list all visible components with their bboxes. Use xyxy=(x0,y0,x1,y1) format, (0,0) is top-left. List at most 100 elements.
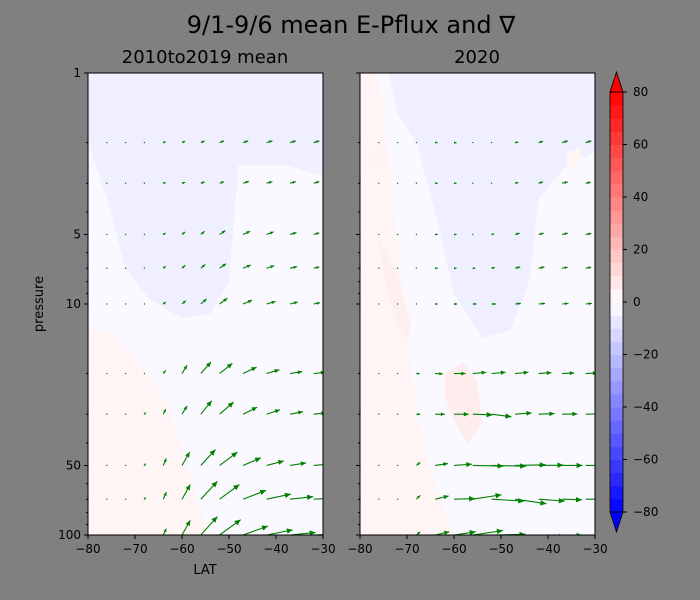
flux-arrow xyxy=(491,302,497,306)
flux-arrow xyxy=(219,140,225,144)
contour-region xyxy=(444,363,483,444)
flux-arrow xyxy=(124,141,127,144)
flux-arrow xyxy=(162,458,167,466)
colorbar-step xyxy=(610,354,623,369)
colorbar-step xyxy=(610,446,623,460)
flux-arrow xyxy=(124,182,127,184)
colorbar-step xyxy=(610,367,623,382)
x-tick-label: −70 xyxy=(122,542,147,556)
y-tick-label: 100 xyxy=(58,528,81,542)
flux-arrow xyxy=(266,459,285,466)
colorbar-step xyxy=(610,459,623,474)
x-tick-label: −80 xyxy=(75,542,100,556)
colorbar-step xyxy=(610,302,623,316)
flux-arrow xyxy=(313,464,323,467)
flux-arrow xyxy=(200,449,216,466)
flux-arrow xyxy=(266,492,292,500)
flux-arrow xyxy=(124,464,127,467)
flux-arrow xyxy=(472,492,502,500)
flux-arrow xyxy=(514,266,521,270)
flux-arrow xyxy=(162,265,167,269)
flux-arrow xyxy=(585,140,592,144)
flux-arrow xyxy=(313,140,320,144)
flux-arrow xyxy=(143,141,146,144)
flux-arrow xyxy=(378,267,380,269)
colorbar-tick-label: −80 xyxy=(633,505,658,519)
x-tick-label: −70 xyxy=(394,542,419,556)
flux-arrow xyxy=(538,232,544,236)
flux-arrow xyxy=(396,267,399,269)
flux-arrow xyxy=(490,182,493,184)
flux-arrow xyxy=(416,372,420,375)
colorbar-tick-label: 40 xyxy=(633,190,648,204)
flux-arrow xyxy=(289,181,297,184)
flux-arrow xyxy=(266,140,273,144)
colorbar-step xyxy=(610,92,623,106)
x-tick-label: −50 xyxy=(488,542,513,556)
flux-arrow xyxy=(242,489,267,500)
flux-arrow xyxy=(416,461,421,466)
colorbar-step xyxy=(610,315,623,329)
x-tick-label: −60 xyxy=(441,542,466,556)
flux-arrow xyxy=(415,182,418,184)
flux-arrow xyxy=(454,411,469,417)
flux-arrow xyxy=(396,182,399,184)
flux-arrow xyxy=(124,372,127,375)
flux-arrow xyxy=(491,233,495,236)
flux-arrow xyxy=(106,141,108,144)
y-tick-label: 50 xyxy=(66,458,81,472)
flux-arrow xyxy=(219,181,225,184)
colorbar-step xyxy=(610,472,623,487)
flux-arrow xyxy=(313,498,323,500)
flux-arrow xyxy=(435,141,438,144)
flux-arrow xyxy=(585,266,592,270)
flux-arrow xyxy=(143,372,146,375)
colorbar-step xyxy=(610,262,623,277)
flux-arrow xyxy=(453,141,457,144)
flux-arrow xyxy=(181,520,191,535)
colorbar-step xyxy=(610,393,623,408)
flux-arrow xyxy=(143,233,146,236)
flux-arrow xyxy=(106,303,108,305)
flux-arrow xyxy=(562,266,568,270)
flux-arrow xyxy=(162,301,167,305)
flux-arrow xyxy=(289,301,298,305)
x-tick-label: −50 xyxy=(216,542,241,556)
flux-arrow xyxy=(396,303,399,305)
flux-arrow xyxy=(585,371,595,376)
flux-arrow xyxy=(378,182,380,184)
flux-arrow xyxy=(242,406,258,415)
flux-arrow xyxy=(538,266,545,270)
flux-arrow xyxy=(435,267,438,270)
flux-arrow xyxy=(515,370,529,375)
colorbar-step xyxy=(610,131,623,145)
flux-arrow xyxy=(515,302,521,306)
flux-arrow xyxy=(143,463,147,467)
flux-arrow xyxy=(219,230,226,235)
flux-arrow xyxy=(106,267,108,269)
flux-arrow xyxy=(181,484,191,500)
flux-arrow xyxy=(538,370,552,375)
flux-arrow xyxy=(515,534,542,535)
flux-arrow xyxy=(289,265,298,269)
flux-arrow xyxy=(124,498,127,500)
flux-arrow xyxy=(266,369,280,375)
flux-arrow xyxy=(435,495,449,500)
flux-arrow xyxy=(313,232,320,236)
flux-arrow xyxy=(219,451,238,466)
flux-arrow xyxy=(162,528,167,535)
y-axis-label: pressure xyxy=(32,276,47,332)
flux-arrow xyxy=(266,300,276,305)
colorbar-step xyxy=(610,380,623,395)
colorbar-step xyxy=(610,105,623,119)
contour-region xyxy=(566,147,581,169)
flux-arrow xyxy=(453,496,476,502)
flux-arrow xyxy=(289,410,304,415)
flux-arrow xyxy=(162,491,167,500)
flux-arrow xyxy=(266,231,274,235)
flux-arrow xyxy=(396,141,399,144)
flux-arrow xyxy=(453,530,476,535)
flux-arrow xyxy=(266,265,275,269)
flux-arrow xyxy=(378,233,380,236)
